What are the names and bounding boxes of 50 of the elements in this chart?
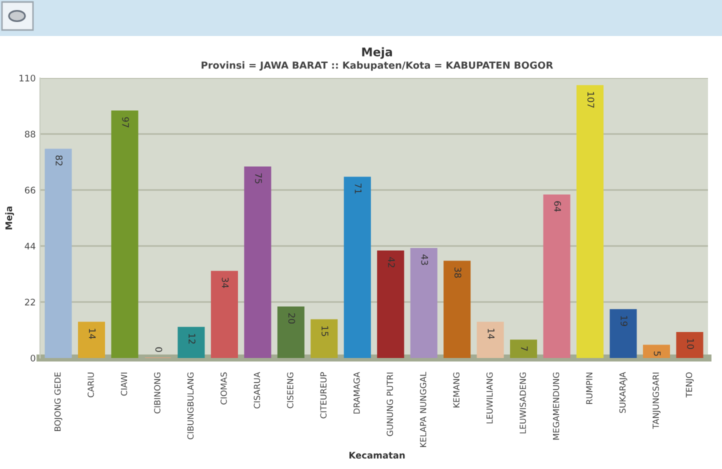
x-tick-label: CARIU [88, 372, 94, 398]
y-axis-title: Meja [5, 206, 14, 230]
chart-subtitle: Provinsi = JAWA BARAT :: Kabupaten/Kota = KABUPATEN BOGOR [202, 61, 554, 71]
x-tick-label: DRAMAGA [354, 372, 360, 414]
x-tick-label: CIAWI [120, 372, 128, 396]
x-axis-title: Kecamatan [349, 452, 405, 459]
x-tick-label: GUNUNG PUTRI [386, 372, 394, 436]
x-tick-label: CITEUREUP [320, 372, 327, 418]
chart-title: Meja [362, 47, 392, 59]
x-tick-label: RUMPIN [586, 372, 592, 404]
x-tick-label: TENJO [686, 372, 694, 398]
x-tick-label: MEGAMENDUNG [552, 372, 560, 440]
data-label: 38 [454, 268, 462, 278]
data-label: 14 [488, 328, 494, 339]
data-label: 75 [255, 173, 262, 184]
x-tick-label: BOJONG GEDE [54, 372, 62, 431]
y-tick-label: 44 [24, 242, 36, 250]
x-tick-label: SUKARAJA [619, 372, 628, 413]
data-label: 14 [89, 328, 96, 339]
data-label: 15 [322, 326, 328, 336]
data-label: 43 [421, 254, 428, 265]
x-tick-label: CIBINONG [154, 372, 160, 414]
data-label: 107 [587, 92, 594, 108]
x-tick-label: CISARUA [254, 372, 260, 408]
x-tick-label: CISEENG [287, 372, 294, 408]
x-tick-label: KELAPA NUNGGAL [420, 372, 426, 447]
x-tick-label: LEUWILIANG [486, 372, 493, 424]
data-label: 34 [222, 278, 229, 288]
x-tick-label: CIBUNGBULANG [187, 372, 194, 440]
y-tick-label: 0 [30, 354, 36, 362]
x-tick-label: KEMANG [453, 372, 460, 408]
y-tick-label: 66 [24, 186, 36, 194]
data-label: 0 [155, 347, 162, 352]
y-tick-label: 22 [25, 298, 35, 306]
data-label: 10 [687, 339, 694, 349]
data-label: 64 [554, 201, 561, 212]
y-tick-label: 110 [20, 74, 36, 82]
data-label: 5 [654, 352, 661, 356]
y-tick-label: 88 [24, 130, 36, 138]
data-label: 19 [620, 316, 628, 326]
data-label: 97 [122, 117, 129, 128]
data-label: 82 [56, 155, 62, 166]
data-label: 71 [354, 184, 362, 194]
data-label: 12 [188, 334, 196, 344]
x-tick-label: CIOMAS [220, 372, 227, 404]
x-tick-label: LEUWISADENG [520, 372, 526, 434]
data-label: 20 [288, 313, 296, 324]
data-label: 7 [521, 346, 528, 351]
x-tick-label: TANJUNGSARI [652, 372, 660, 429]
data-label: 42 [388, 257, 395, 268]
